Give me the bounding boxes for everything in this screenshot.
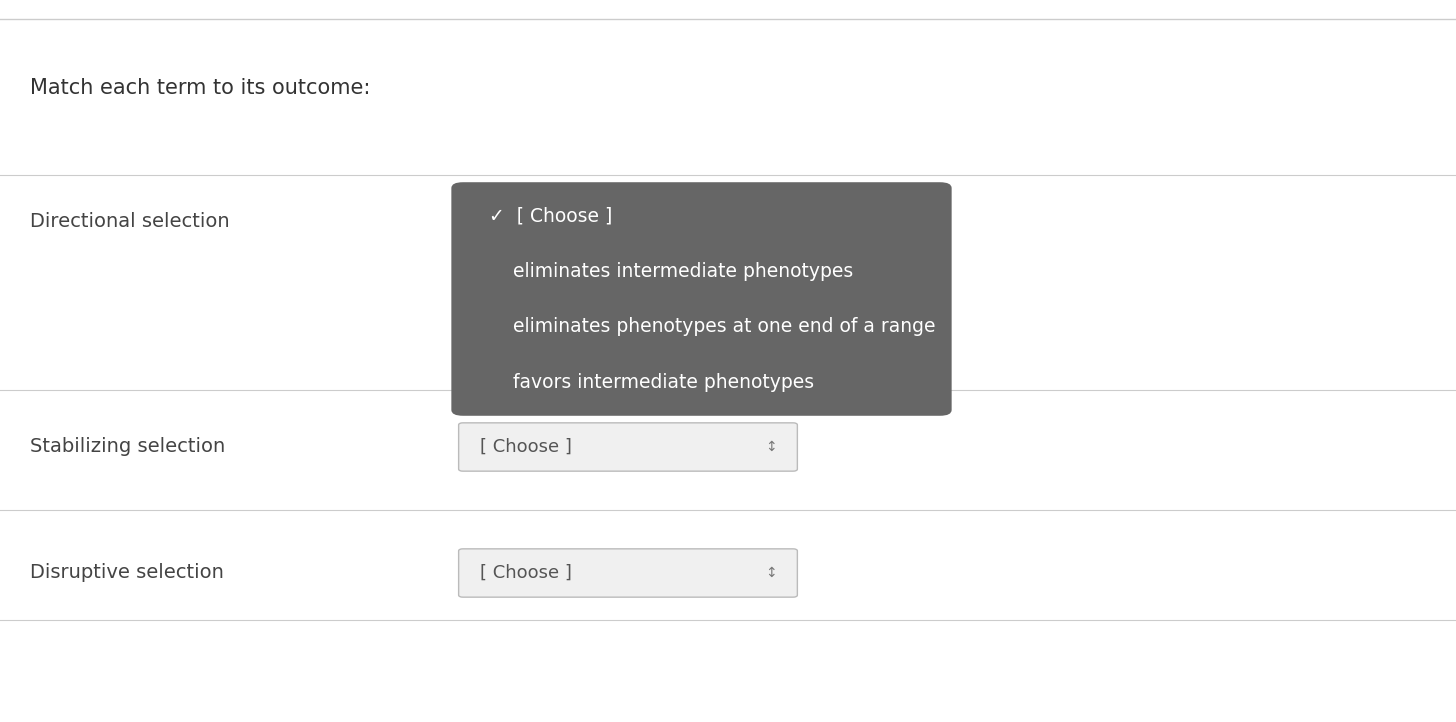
Text: eliminates intermediate phenotypes: eliminates intermediate phenotypes xyxy=(489,262,853,281)
Text: Match each term to its outcome:: Match each term to its outcome: xyxy=(31,78,370,98)
Text: Stabilizing selection: Stabilizing selection xyxy=(31,438,226,456)
Text: ↕: ↕ xyxy=(766,566,778,580)
Text: ✓  [ Choose ]: ✓ [ Choose ] xyxy=(489,206,613,225)
Text: ↕: ↕ xyxy=(766,440,778,454)
FancyBboxPatch shape xyxy=(451,182,952,416)
Text: [ Choose ]: [ Choose ] xyxy=(480,438,572,456)
Text: Disruptive selection: Disruptive selection xyxy=(31,563,224,583)
Text: [ Choose ]: [ Choose ] xyxy=(480,564,572,582)
FancyBboxPatch shape xyxy=(459,423,798,471)
FancyBboxPatch shape xyxy=(459,549,798,597)
Text: Directional selection: Directional selection xyxy=(31,212,230,232)
Text: eliminates phenotypes at one end of a range: eliminates phenotypes at one end of a ra… xyxy=(489,317,936,336)
Text: favors intermediate phenotypes: favors intermediate phenotypes xyxy=(489,373,814,392)
